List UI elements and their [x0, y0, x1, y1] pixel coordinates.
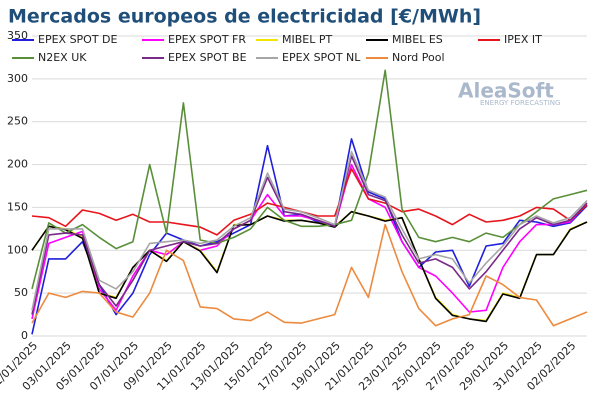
legend-label: MIBEL ES: [392, 33, 443, 46]
legend-label: IPEX IT: [504, 33, 542, 46]
series-line: [31, 150, 588, 311]
series-line: [31, 223, 588, 327]
series-line: [31, 168, 588, 236]
y-tick-label: 350: [7, 29, 28, 42]
series-line: [31, 210, 588, 323]
logo-tagline: ENERGY FORECASTING: [480, 99, 560, 107]
legend-label: EPEX SPOT BE: [168, 51, 247, 64]
y-tick-label: 150: [7, 200, 28, 213]
series-line: [31, 155, 588, 315]
series-line: [31, 69, 588, 290]
y-tick-label: 250: [7, 115, 28, 128]
legend-label: MIBEL PT: [282, 33, 332, 46]
y-tick-label: 200: [7, 158, 28, 171]
legend-label: Nord Pool: [392, 51, 445, 64]
legend-label: EPEX SPOT NL: [282, 51, 361, 64]
y-tick-label: 0: [21, 329, 28, 342]
legend-label: N2EX UK: [38, 51, 87, 64]
chart-title: Mercados europeos de electricidad [€/MWh…: [8, 6, 481, 28]
y-tick-label: 300: [7, 72, 28, 85]
y-tick-label: 50: [14, 286, 28, 299]
legend-label: EPEX SPOT FR: [168, 33, 246, 46]
y-tick-label: 100: [7, 243, 28, 256]
legend-label: EPEX SPOT DE: [38, 33, 118, 46]
logo: AleaSoft: [458, 79, 554, 103]
